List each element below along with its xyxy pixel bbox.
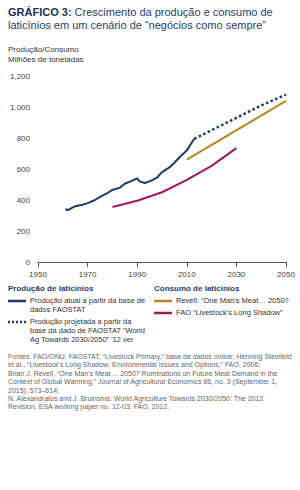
html-text:Produção de laticínios: Produção de laticínios <box>8 284 94 293</box>
svg-text:200: 200 <box>17 227 31 236</box>
html-text:GRÁFICO 3: Crescimento da prod: GRÁFICO 3: Crescimento da produção e con… <box>8 6 273 31</box>
svg-text:1970: 1970 <box>79 270 97 279</box>
svg-text:1950: 1950 <box>29 270 47 279</box>
svg-text:2010: 2010 <box>178 270 196 279</box>
svg-text:2050: 2050 <box>277 270 295 279</box>
svg-text:Produção/Consumo: Produção/Consumo <box>8 45 79 54</box>
svg-text:800: 800 <box>17 134 31 143</box>
html-text:Revell: “One Man's Meat… 2050?: Revell: “One Man's Meat… 2050? <box>176 296 289 305</box>
svg-text:1990: 1990 <box>128 270 146 279</box>
svg-text:Milhões de toneladas: Milhões de toneladas <box>8 55 84 64</box>
html-text:FAO “Livestock's Long Shadow”: FAO “Livestock's Long Shadow” <box>176 308 283 317</box>
svg-text:2030: 2030 <box>228 270 246 279</box>
html-text:N. Alexandratos and J. Bruinsm: N. Alexandratos and J. Bruinsma, World A… <box>8 395 264 411</box>
html-text:Consumo de laticínios: Consumo de laticínios <box>154 284 240 293</box>
html-text:Produção atual a partir da bas: Produção atual a partir da base de dados… <box>30 296 146 314</box>
html-text:Produção projetada a partir da: Produção projetada a partir da base da d… <box>30 317 145 344</box>
svg-text:1,200: 1,200 <box>10 72 31 81</box>
svg-text:600: 600 <box>17 165 31 174</box>
html-text:Fontes: FAO/ONU, FAOSTAT, “Liv: Fontes: FAO/ONU, FAOSTAT, “Livestock Pri… <box>8 353 292 369</box>
html-text:Brian J. Revell, “One Man's Me: Brian J. Revell, “One Man's Meat ... 205… <box>8 369 278 394</box>
svg-text:0: 0 <box>26 258 31 267</box>
svg-text:400: 400 <box>17 196 31 205</box>
svg-text:1,000: 1,000 <box>10 103 31 112</box>
